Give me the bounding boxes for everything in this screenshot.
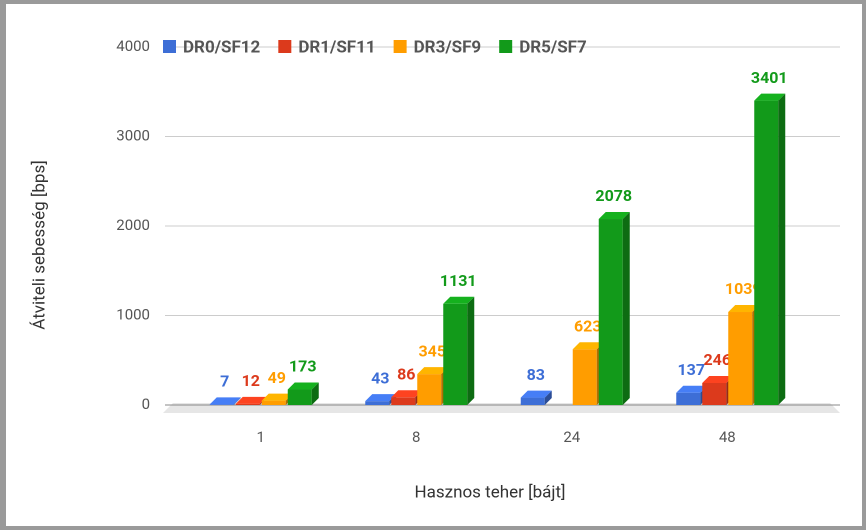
bar-top [728,305,760,313]
bar-top [676,385,708,393]
legend-swatch [499,40,513,53]
data-label: 623 [574,316,602,335]
data-label: 3401 [751,68,788,87]
bar-top [520,390,552,398]
y-tick-label: 0 [142,395,150,413]
bar-top [261,393,293,401]
legend-swatch [393,40,407,53]
bar [391,397,416,405]
bar [572,349,597,405]
bar [676,392,701,405]
legend-swatch [278,40,292,53]
y-tick-label: 4000 [116,37,150,55]
bar-side [233,397,241,405]
data-label: 83 [527,365,545,384]
x-tick-label: 24 [563,428,580,446]
legend-swatch [163,40,176,53]
x-axis-label: Hasznos teher [bájt] [414,482,565,502]
card [6,4,862,526]
bar-top [572,342,604,350]
bar-top [443,296,475,304]
bar-side [778,93,786,405]
bar-top [365,394,397,402]
x-tick-label: 48 [719,428,736,446]
bar-side [622,212,630,405]
data-label: 7 [220,372,229,391]
bar-top [287,382,319,390]
data-label: 345 [418,341,446,360]
data-label: 1039 [725,279,762,298]
bar-top [391,390,423,398]
data-label: 173 [289,357,317,376]
bar [598,219,623,405]
y-tick-label: 1000 [116,305,150,323]
bar [728,312,753,405]
legend-label: DR0/SF12 [183,37,261,57]
bar-top [235,396,267,404]
data-label: 2078 [595,186,632,205]
bar [520,397,545,405]
bar-top [417,367,449,375]
bar [235,403,260,405]
data-label: 49 [268,368,286,387]
bar [209,404,234,405]
data-label: 137 [677,360,705,379]
legend-label: DR1/SF11 [298,37,375,57]
bar [365,401,390,405]
bar-side [544,390,552,405]
data-label: 12 [242,371,260,390]
bar-top [598,212,630,220]
data-label: 86 [397,365,415,384]
x-tick-label: 8 [412,428,420,446]
legend-label: DR5/SF7 [519,37,587,57]
bar [287,389,312,405]
bar-top [209,397,241,405]
x-tick-label: 1 [257,428,265,446]
legend-label: DR3/SF9 [414,37,482,57]
bar-side [467,296,475,405]
data-label: 43 [371,368,389,387]
y-axis-label: Átviteli sebesség [bps] [29,160,49,330]
y-tick-label: 3000 [116,126,150,144]
bar-top [754,93,786,101]
bar [443,303,468,405]
bar-side [311,382,319,405]
data-label: 1131 [440,271,477,290]
bar-top [702,375,734,383]
y-tick-label: 2000 [116,216,150,234]
bar [754,100,779,405]
bar [702,382,727,405]
bar [417,374,442,405]
data-label: 246 [703,350,731,369]
bar [261,400,286,405]
